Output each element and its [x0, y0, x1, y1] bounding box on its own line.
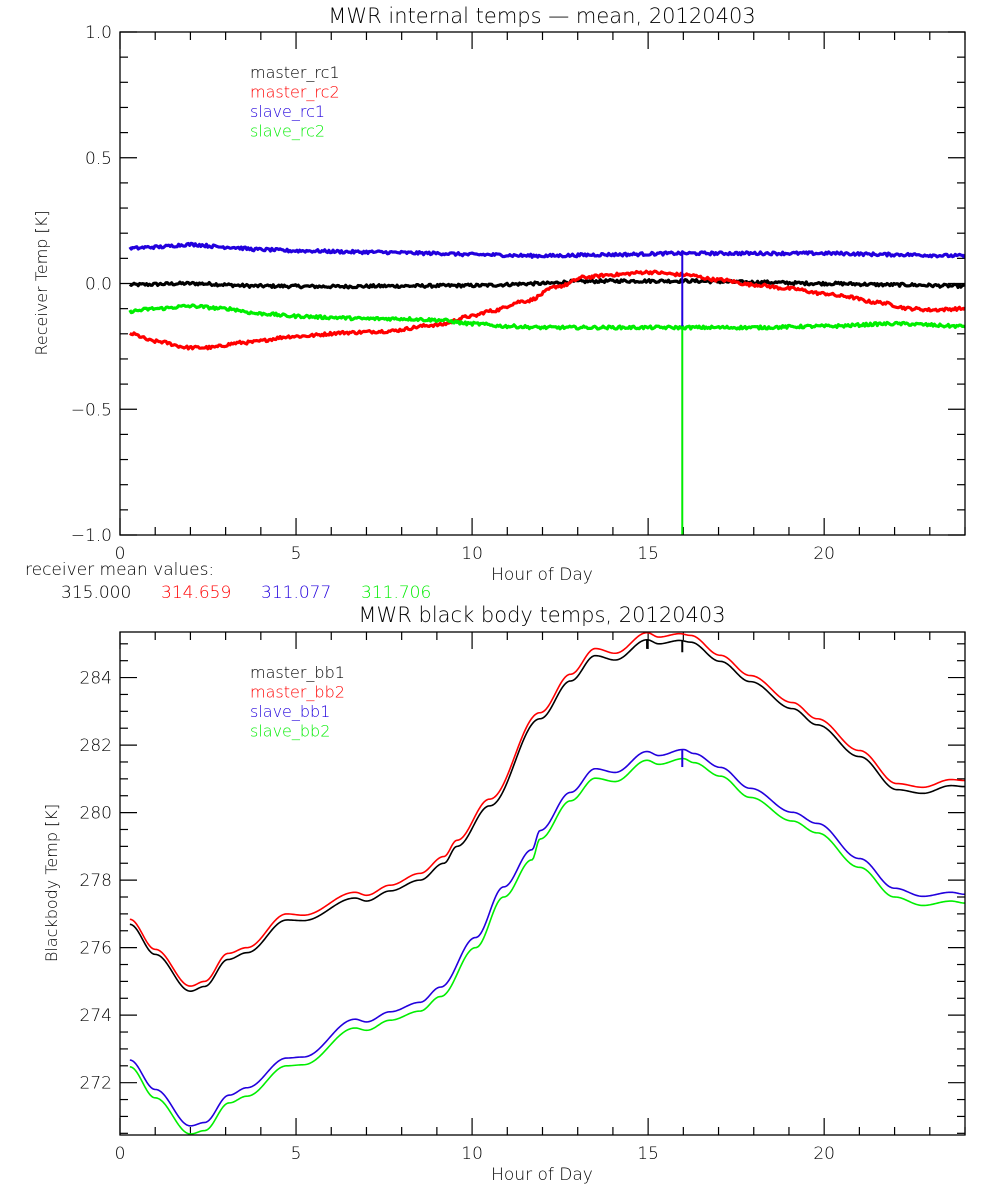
- x-tick-label: 5: [291, 544, 302, 564]
- series-line-slave-rc2: [128, 303, 965, 331]
- receiver-mean-value: 311.077: [261, 583, 331, 603]
- x-tick-label: 15: [637, 544, 659, 564]
- series-line-master-bb2: [129, 632, 965, 987]
- receiver-mean-value: 315.000: [61, 583, 131, 603]
- series-line-master-rc1: [128, 277, 965, 290]
- x-tick-label: 5: [291, 1144, 302, 1164]
- y-tick-label: −1.0: [71, 526, 112, 546]
- mean-value-slave-rc2: 311.706: [361, 583, 431, 603]
- x-tick-label: 10: [461, 1144, 483, 1164]
- x-tick-label: 0: [115, 1144, 126, 1164]
- y-tick-label: 278: [80, 871, 112, 891]
- plot-area: [128, 241, 965, 535]
- series-line-slave-bb1: [129, 748, 965, 1127]
- y-tick-label: 276: [80, 939, 112, 959]
- receiver-temp-panel: MWR internal temps — mean, 20120403 0 5 10…: [32, 4, 966, 585]
- y-tick-label: −0.5: [71, 400, 112, 420]
- x-tick-label: 20: [813, 544, 835, 564]
- legend-entry-master-rc1: master_rc1: [250, 63, 340, 82]
- y-axis-label: Blackbody Temp [K]: [42, 804, 61, 962]
- x-tick-label: 10: [461, 544, 483, 564]
- legend-entry-slave-rc1: slave_rc1: [250, 102, 325, 121]
- y-tick-label: 1.0: [85, 23, 112, 43]
- receiver-mean-label: receiver mean values:: [25, 560, 214, 580]
- legend-entry-master-rc2: master_rc2: [250, 83, 340, 102]
- mean-value-master-rc1: 315.000: [61, 583, 131, 603]
- series-line-master-rc2: [128, 269, 965, 351]
- series-line-slave-rc1: [128, 241, 965, 259]
- y-tick-label: 272: [80, 1074, 112, 1094]
- y-tick-label: 0.0: [85, 275, 112, 295]
- legend-entry-slave-bb2: slave_bb2: [250, 722, 330, 741]
- legend-entry-master-bb2: master_bb2: [250, 683, 345, 702]
- mean-value-slave-rc1: 311.077: [261, 583, 331, 603]
- series-lines: [128, 241, 965, 535]
- axis-ticks: 0 5 10 15 20 272 274 276 278 280 282 284: [80, 632, 966, 1164]
- y-tick-label: 282: [80, 736, 112, 756]
- blackbody-temp-panel: MWR black body temps, 20120403 0 5 10 15 20 2…: [42, 603, 966, 1185]
- chart-title: MWR internal temps — mean, 20120403: [328, 4, 755, 28]
- mean-value-master-rc2: 314.659: [161, 583, 231, 603]
- y-tick-label: 280: [80, 804, 112, 824]
- x-tick-label: 0: [115, 544, 126, 564]
- x-axis-label: Hour of Day: [491, 1165, 593, 1185]
- series-line-slave-bb2: [129, 757, 965, 1135]
- plot-area: [129, 632, 965, 1135]
- y-tick-label: 284: [80, 669, 112, 689]
- axis-ticks: 0 5 10 15 20 −1.0 −0.5 0.0 0.5 1.0: [71, 23, 966, 564]
- x-tick-label: 15: [637, 1144, 659, 1164]
- y-tick-label: 0.5: [85, 149, 112, 169]
- y-tick-label: 274: [80, 1006, 112, 1026]
- y-axis-label: Receiver Temp [K]: [32, 210, 51, 355]
- receiver-mean-values: receiver mean values: 315.000 314.659 31…: [25, 560, 431, 603]
- series-line-master-bb1: [129, 638, 965, 992]
- receiver-mean-value: 314.659: [161, 583, 231, 603]
- x-tick-label: 20: [813, 1144, 835, 1164]
- receiver-mean-value: 311.706: [361, 583, 431, 603]
- series-lines: [129, 632, 965, 1135]
- x-axis-label: Hour of Day: [491, 565, 593, 585]
- chart-title: MWR black body temps, 20120403: [358, 603, 725, 627]
- legend-entry-slave-bb1: slave_bb1: [250, 702, 330, 721]
- legend-entry-slave-rc2: slave_rc2: [250, 122, 325, 141]
- plot-frame: [119, 631, 966, 1136]
- plot-frame: [119, 31, 966, 536]
- legend-entry-master-bb1: master_bb1: [250, 663, 345, 682]
